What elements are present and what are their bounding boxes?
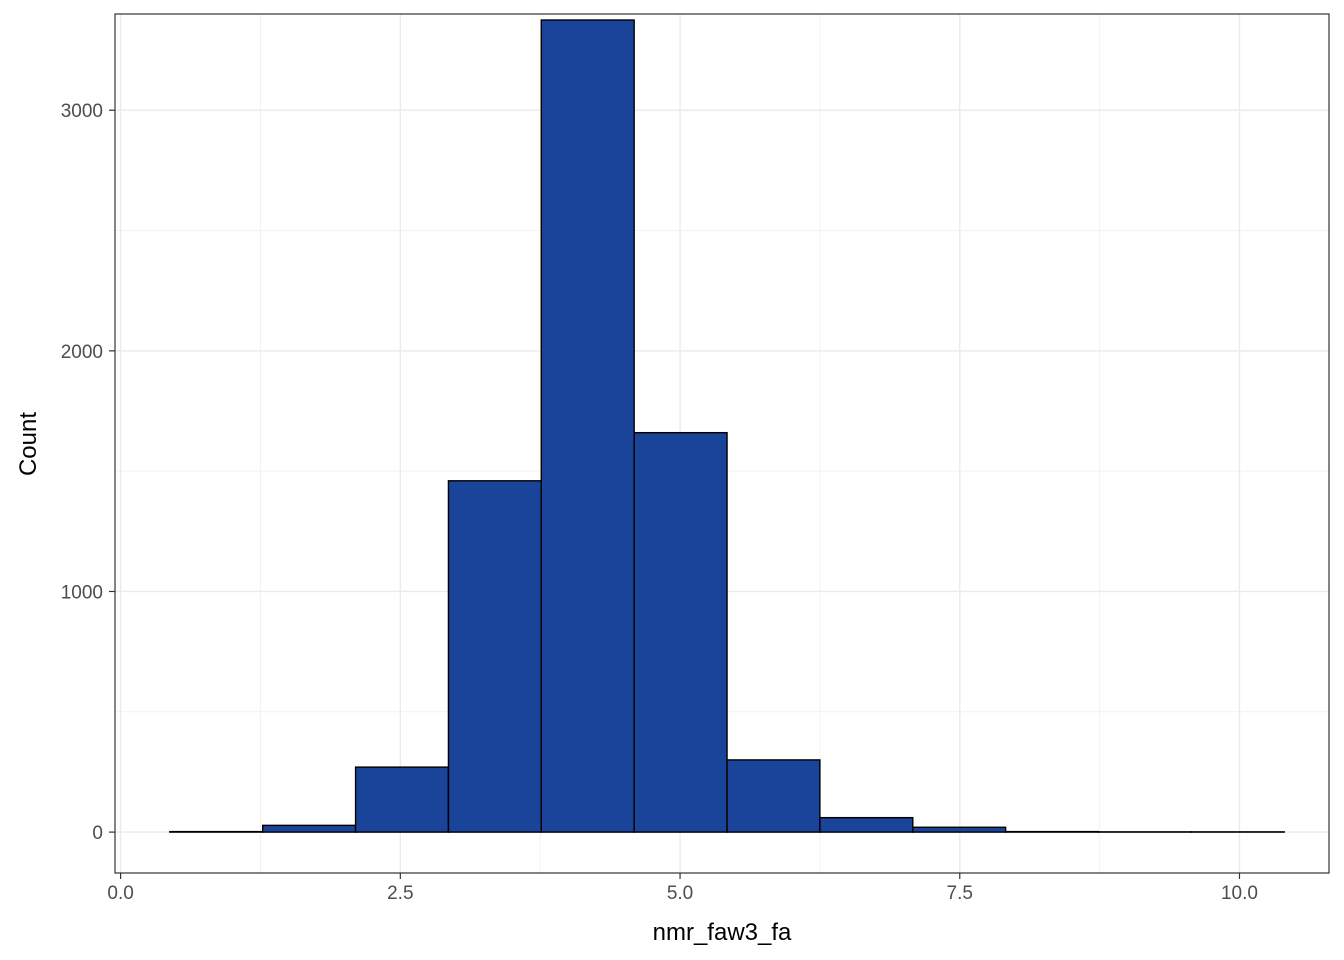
x-tick-label: 0.0 bbox=[107, 883, 133, 904]
histogram-bar bbox=[633, 431, 728, 833]
histogram-bar bbox=[354, 766, 450, 833]
y-tick-label: 2000 bbox=[61, 342, 103, 363]
x-axis-title: nmr_faw3_fa bbox=[653, 919, 792, 946]
y-tick-label: 1000 bbox=[61, 582, 103, 603]
y-tick-label: 3000 bbox=[61, 101, 103, 122]
x-tick-label: 7.5 bbox=[947, 883, 973, 904]
y-axis-title: Count bbox=[15, 412, 42, 476]
x-tick-label: 2.5 bbox=[387, 883, 413, 904]
y-axis-ticks: 0 1000 2000 3000 bbox=[61, 101, 115, 844]
x-axis-ticks: 0.0 2.5 5.0 7.5 10.0 bbox=[107, 873, 1258, 904]
histogram-bar bbox=[819, 816, 914, 833]
y-tick-label: 0 bbox=[92, 823, 103, 844]
histogram-bar bbox=[261, 824, 357, 833]
histogram-bar bbox=[912, 826, 1007, 833]
x-tick-label: 5.0 bbox=[667, 883, 693, 904]
histogram-bar bbox=[540, 19, 635, 833]
histogram-bar bbox=[726, 759, 821, 833]
histogram-bar bbox=[447, 480, 542, 833]
plot-panel-border bbox=[114, 13, 1330, 874]
histogram-bars bbox=[169, 19, 1285, 833]
x-tick-label: 10.0 bbox=[1221, 883, 1258, 904]
